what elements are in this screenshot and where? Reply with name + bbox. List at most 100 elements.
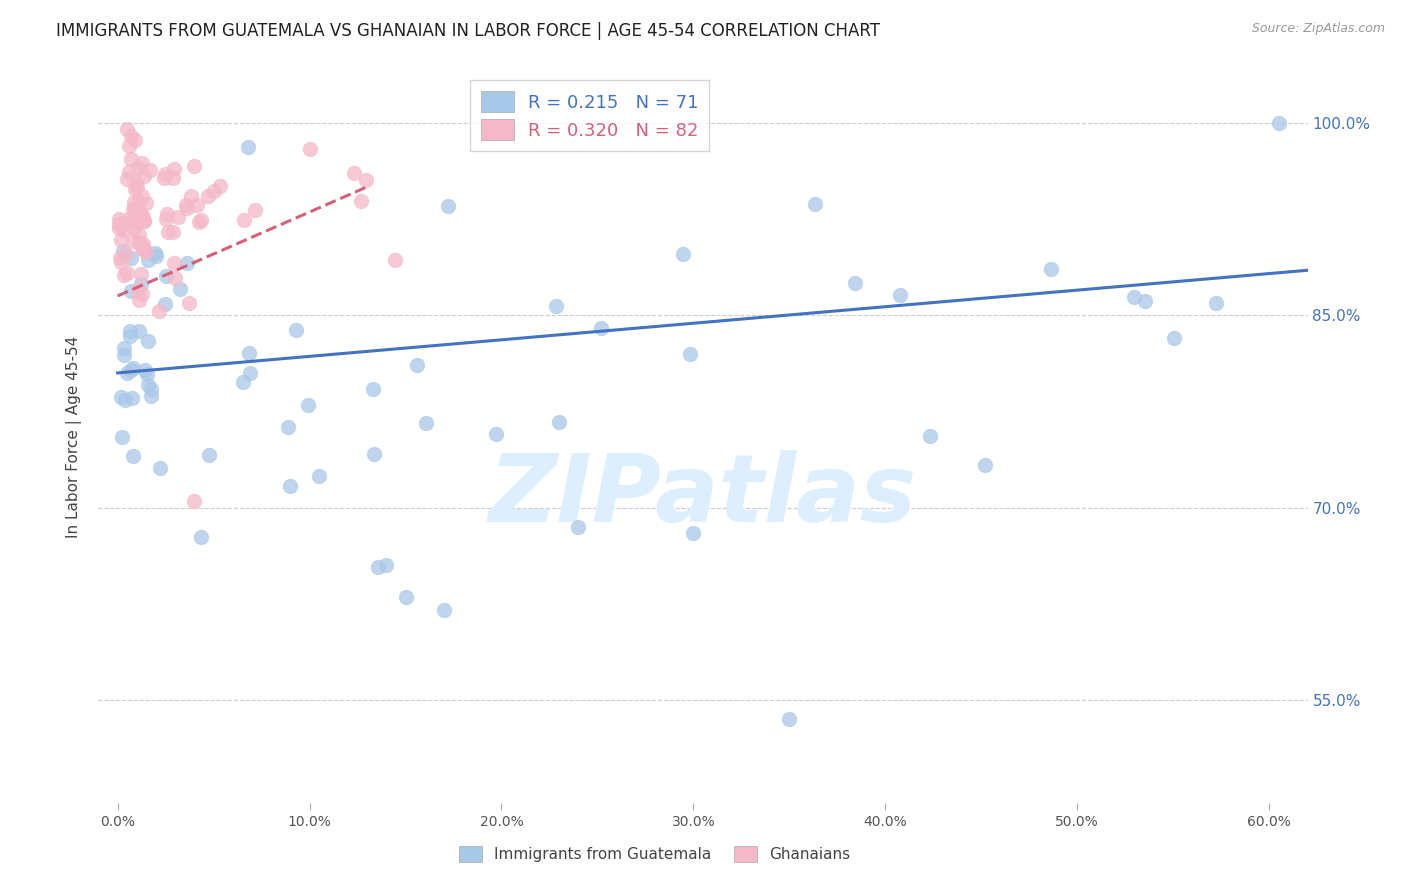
Point: [299, 143, 322, 157]
Point: [120, 325, 142, 339]
Point: [128, 324, 150, 338]
Point: [132, 213, 155, 227]
Point: [232, 212, 254, 227]
Point: [141, 389, 163, 403]
Point: [484, 426, 506, 441]
Point: [124, 202, 146, 216]
Point: [190, 531, 212, 545]
Point: [297, 398, 319, 412]
Point: [131, 241, 153, 255]
Point: [115, 267, 138, 281]
Point: [112, 223, 135, 237]
Point: [129, 267, 152, 281]
Point: [361, 382, 384, 396]
Point: [155, 268, 177, 283]
Point: [176, 256, 198, 270]
Point: [920, 428, 942, 442]
Point: [129, 277, 152, 292]
Point: [131, 287, 153, 301]
Point: [276, 419, 298, 434]
Text: ZIPatlas: ZIPatlas: [489, 450, 917, 541]
Point: [567, 520, 589, 534]
Point: [121, 450, 143, 464]
Point: [139, 163, 162, 178]
Point: [165, 271, 187, 285]
Point: [139, 382, 162, 396]
Point: [132, 169, 155, 184]
Point: [308, 468, 330, 483]
Point: [132, 211, 155, 225]
Point: [162, 171, 184, 186]
Point: [433, 603, 456, 617]
Point: [111, 430, 134, 444]
Point: [544, 299, 567, 313]
Point: [132, 242, 155, 256]
Point: [678, 346, 700, 360]
Point: [186, 198, 208, 212]
Point: [1123, 290, 1146, 304]
Point: [112, 216, 135, 230]
Point: [342, 166, 364, 180]
Point: [110, 391, 132, 405]
Point: [120, 363, 142, 377]
Point: [120, 211, 142, 225]
Point: [804, 197, 827, 211]
Point: [436, 199, 458, 213]
Point: [350, 194, 373, 208]
Point: [1163, 331, 1185, 345]
Point: [112, 268, 135, 282]
Point: [149, 461, 172, 475]
Point: [107, 217, 129, 231]
Point: [284, 323, 307, 337]
Y-axis label: In Labor Force | Age 45-54: In Labor Force | Age 45-54: [66, 336, 83, 538]
Point: [183, 494, 205, 508]
Point: [132, 236, 155, 251]
Point: [110, 255, 132, 269]
Point: [589, 321, 612, 335]
Point: [118, 164, 141, 178]
Point: [127, 161, 149, 175]
Legend: Immigrants from Guatemala, Ghanaians: Immigrants from Guatemala, Ghanaians: [453, 840, 856, 868]
Point: [143, 246, 166, 260]
Point: [118, 328, 141, 343]
Point: [125, 180, 148, 194]
Point: [134, 363, 156, 377]
Point: [202, 184, 225, 198]
Point: [131, 188, 153, 202]
Point: [120, 284, 142, 298]
Text: Source: ZipAtlas.com: Source: ZipAtlas.com: [1251, 22, 1385, 36]
Point: [127, 283, 149, 297]
Point: [155, 167, 177, 181]
Point: [405, 358, 427, 372]
Point: [1205, 296, 1227, 310]
Text: IMMIGRANTS FROM GUATEMALA VS GHANAIAN IN LABOR FORCE | AGE 45-54 CORRELATION CHA: IMMIGRANTS FROM GUATEMALA VS GHANAIAN IN…: [56, 22, 880, 40]
Point: [112, 348, 135, 362]
Point: [155, 212, 177, 227]
Point: [148, 304, 170, 318]
Point: [354, 173, 377, 187]
Point: [169, 282, 191, 296]
Point: [121, 391, 143, 405]
Point: [198, 448, 221, 462]
Point: [844, 276, 866, 290]
Point: [1133, 294, 1156, 309]
Point: [153, 297, 176, 311]
Point: [136, 334, 159, 348]
Point: [1268, 116, 1291, 130]
Point: [135, 245, 157, 260]
Point: [124, 133, 146, 147]
Point: [131, 156, 153, 170]
Point: [375, 558, 398, 573]
Point: [238, 139, 260, 153]
Point: [367, 559, 389, 574]
Point: [122, 220, 145, 235]
Point: [128, 235, 150, 250]
Point: [128, 293, 150, 307]
Point: [108, 221, 131, 235]
Point: [394, 591, 416, 605]
Point: [122, 194, 145, 209]
Point: [131, 208, 153, 222]
Point: [176, 201, 198, 215]
Point: [135, 196, 157, 211]
Point: [682, 526, 704, 541]
